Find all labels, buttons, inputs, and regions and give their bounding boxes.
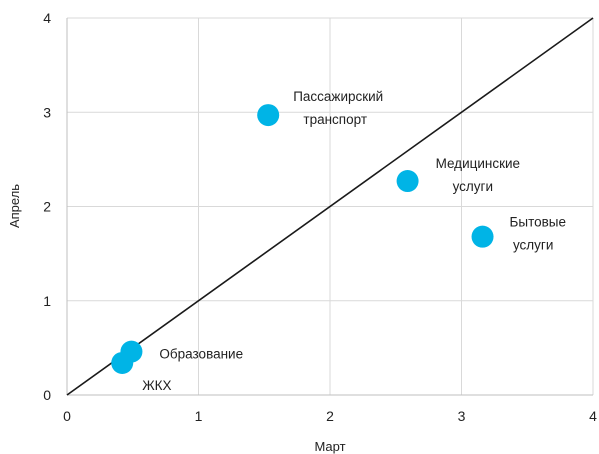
point-label: Пассажирский xyxy=(293,89,383,104)
data-point xyxy=(396,170,419,193)
data-point xyxy=(111,351,134,374)
x-tick-label: 3 xyxy=(458,408,466,424)
x-tick-labels: 0 1 2 3 4 xyxy=(63,408,597,424)
point-label: Бытовые xyxy=(510,215,567,230)
y-tick-label: 2 xyxy=(43,199,51,215)
point-label: Образование xyxy=(159,347,243,362)
point-label: услуги xyxy=(453,179,493,194)
y-tick-labels: 0 1 2 3 4 xyxy=(43,10,51,403)
x-tick-label: 0 xyxy=(63,408,71,424)
y-tick-label: 1 xyxy=(43,293,51,309)
x-axis-title: Март xyxy=(314,439,345,454)
y-tick-label: 3 xyxy=(43,104,51,120)
diagonal-reference-line xyxy=(66,17,594,396)
data-point xyxy=(257,104,280,127)
y-axis-title: Апрель xyxy=(7,184,22,228)
y-tick-label: 0 xyxy=(43,387,51,403)
data-points xyxy=(111,104,494,374)
point-label: ЖКХ xyxy=(142,378,171,393)
point-label: Медицинские xyxy=(436,156,520,171)
x-tick-label: 2 xyxy=(326,408,334,424)
point-label: услуги xyxy=(513,238,553,253)
axes xyxy=(66,18,593,396)
x-tick-label: 1 xyxy=(195,408,203,424)
data-point xyxy=(471,225,494,248)
point-label: транспорт xyxy=(303,112,367,127)
y-tick-label: 4 xyxy=(43,10,51,26)
x-tick-label: 4 xyxy=(589,408,597,424)
point-labels: Пассажирский транспорт Медицинские услуги Бы… xyxy=(142,89,566,393)
